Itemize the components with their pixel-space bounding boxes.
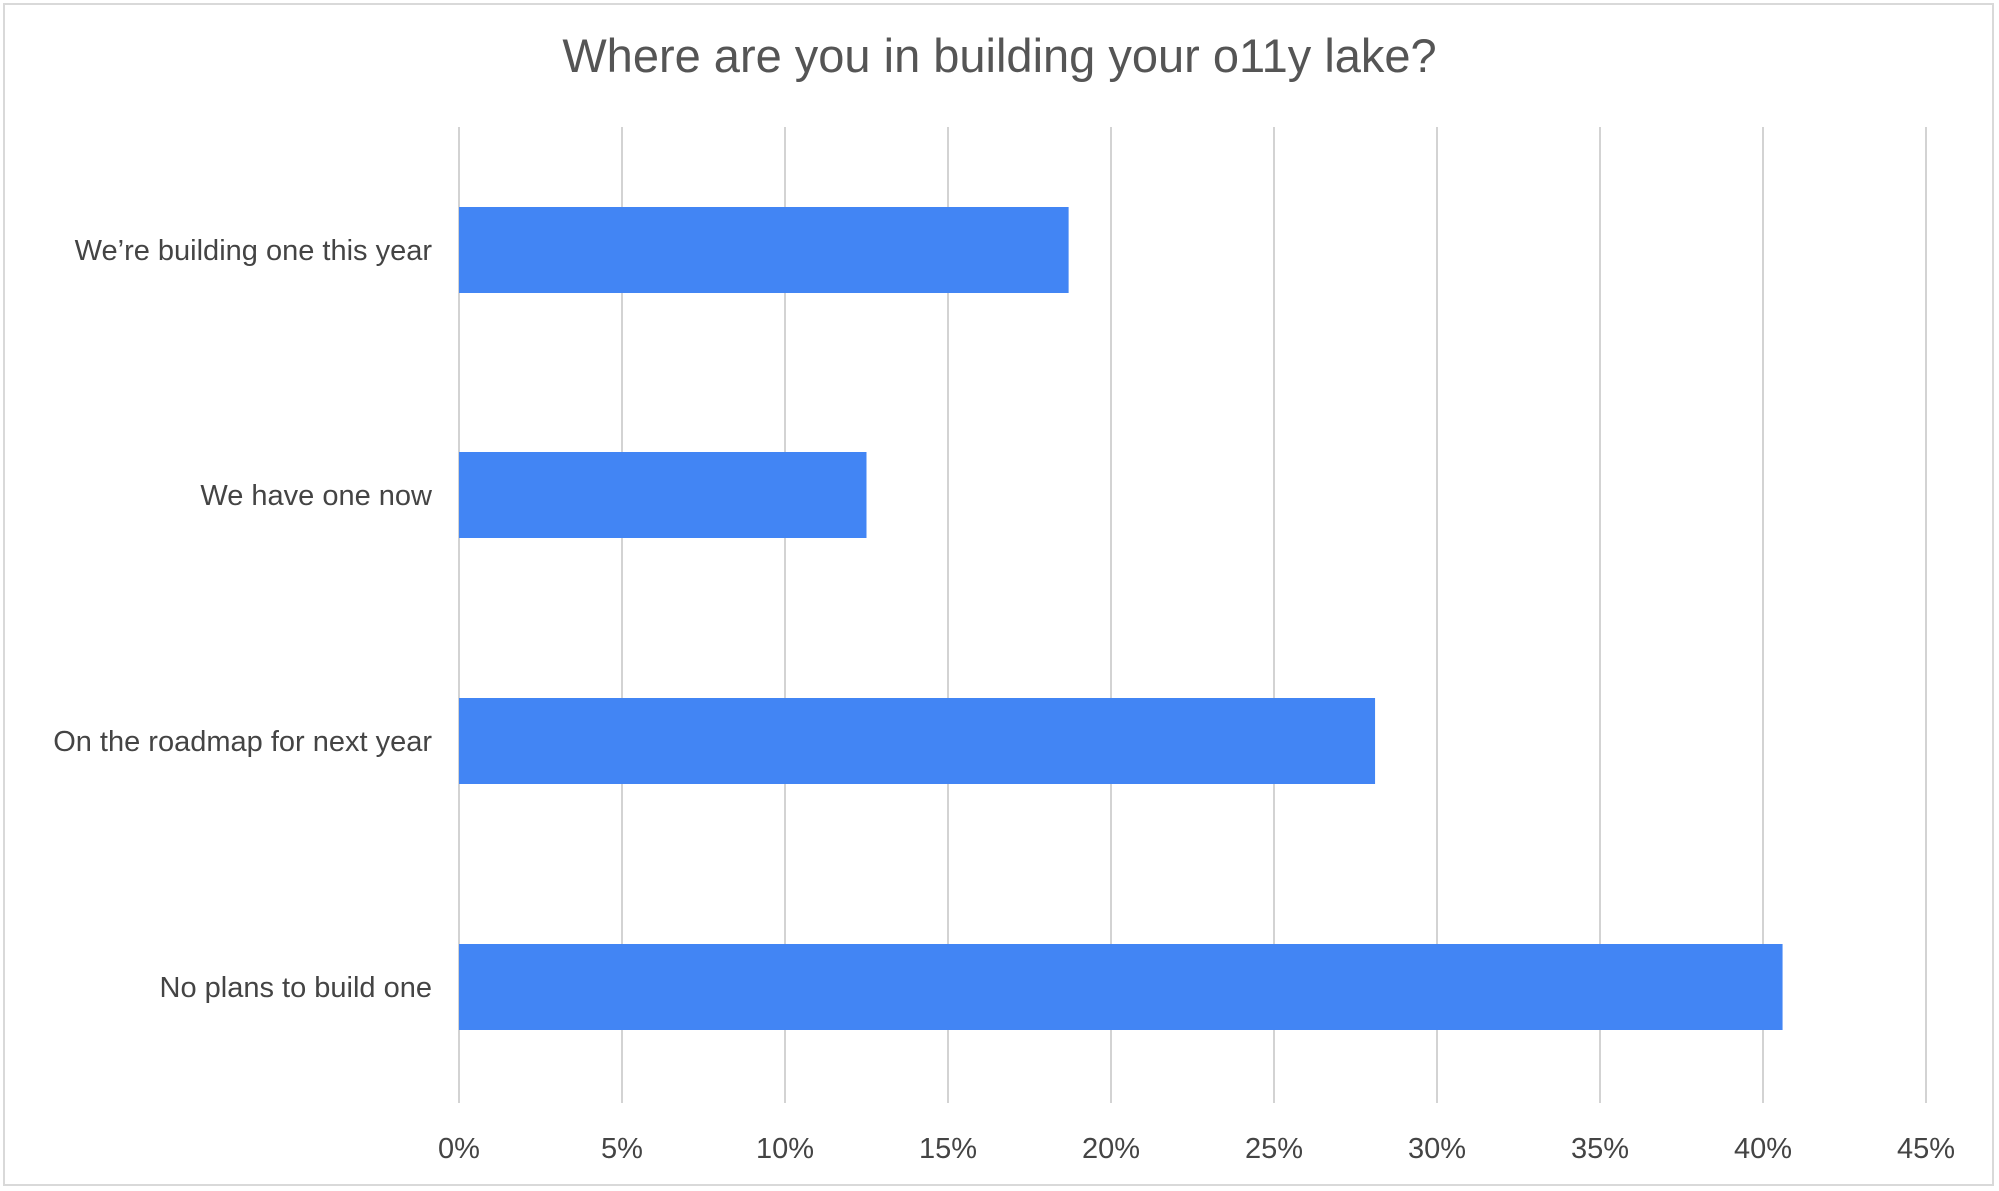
- x-tick-label: 15%: [919, 1133, 977, 1165]
- category-label: We’re building one this year: [75, 235, 433, 267]
- bar: [459, 452, 867, 538]
- bar: [459, 207, 1069, 293]
- bars: [459, 207, 1783, 1030]
- x-tick-label: 5%: [601, 1133, 643, 1165]
- category-label: On the roadmap for next year: [53, 726, 432, 758]
- x-tick-label: 35%: [1571, 1133, 1629, 1165]
- category-labels: We’re building one this year We have one …: [53, 235, 433, 1004]
- x-tick-label: 20%: [1082, 1133, 1140, 1165]
- chart-title: Where are you in building your o11y lake…: [562, 29, 1437, 82]
- x-tick-label: 10%: [756, 1133, 814, 1165]
- x-tick-label: 30%: [1408, 1133, 1466, 1165]
- x-tick-label: 45%: [1897, 1133, 1955, 1165]
- category-label: No plans to build one: [160, 972, 432, 1004]
- x-tick-label: 40%: [1734, 1133, 1792, 1165]
- x-tick-label: 25%: [1245, 1133, 1303, 1165]
- x-tick-label: 0%: [438, 1133, 480, 1165]
- x-axis-tick-labels: 0% 5% 10% 15% 20% 25% 30% 35% 40% 45%: [438, 1133, 1955, 1165]
- bar: [459, 698, 1376, 784]
- category-label: We have one now: [200, 480, 433, 512]
- bar: [459, 944, 1783, 1030]
- gridlines: [458, 127, 1927, 1103]
